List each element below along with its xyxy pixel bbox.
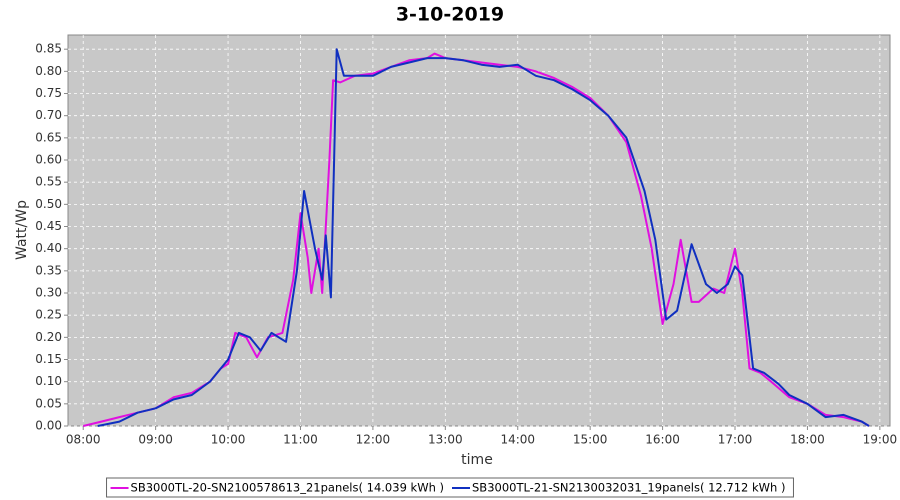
- y-tick-label: 0.70: [35, 108, 62, 122]
- y-tick-label: 0.30: [35, 286, 62, 300]
- y-tick-label: 0.65: [35, 130, 62, 144]
- x-tick-label: 09:00: [138, 433, 173, 447]
- x-tick-label: 15:00: [573, 433, 608, 447]
- legend: SB3000TL-20-SN2100578613_21panels( 14.03…: [106, 477, 794, 498]
- y-tick-label: 0.20: [35, 330, 62, 344]
- x-axis-label: time: [461, 452, 493, 468]
- legend-label: SB3000TL-20-SN2100578613_21panels( 14.03…: [131, 481, 444, 495]
- x-tick-label: 17:00: [718, 433, 753, 447]
- y-tick-label: 0.35: [35, 263, 62, 277]
- y-tick-label: 0.10: [35, 374, 62, 388]
- x-tick-label: 19:00: [863, 433, 898, 447]
- x-tick-label: 14:00: [500, 433, 535, 447]
- chart-title: 3-10-2019: [396, 4, 504, 26]
- y-tick-label: 0.15: [35, 352, 62, 366]
- y-tick-label: 0.05: [35, 396, 62, 410]
- x-tick-label: 18:00: [790, 433, 825, 447]
- y-axis-label: Watt/Wp: [14, 200, 30, 260]
- y-tick-label: 0.00: [35, 419, 62, 433]
- y-tick-label: 0.80: [35, 64, 62, 78]
- x-tick-label: 13:00: [428, 433, 463, 447]
- y-tick-label: 0.75: [35, 86, 62, 100]
- y-tick-label: 0.50: [35, 197, 62, 211]
- y-tick-label: 0.25: [35, 308, 62, 322]
- x-tick-label: 11:00: [283, 433, 318, 447]
- x-tick-label: 16:00: [645, 433, 680, 447]
- x-tick-label: 12:00: [356, 433, 391, 447]
- y-tick-label: 0.45: [35, 219, 62, 233]
- x-tick-label: 08:00: [66, 433, 101, 447]
- y-tick-label: 0.40: [35, 241, 62, 255]
- y-tick-label: 0.60: [35, 153, 62, 167]
- legend-box: [106, 477, 794, 498]
- legend-label: SB3000TL-21-SN2130032031_19panels( 12.71…: [472, 481, 785, 495]
- x-tick-label: 10:00: [211, 433, 246, 447]
- series-line: [97, 48, 870, 427]
- y-tick-label: 0.55: [35, 175, 62, 189]
- y-tick-label: 0.85: [35, 42, 62, 56]
